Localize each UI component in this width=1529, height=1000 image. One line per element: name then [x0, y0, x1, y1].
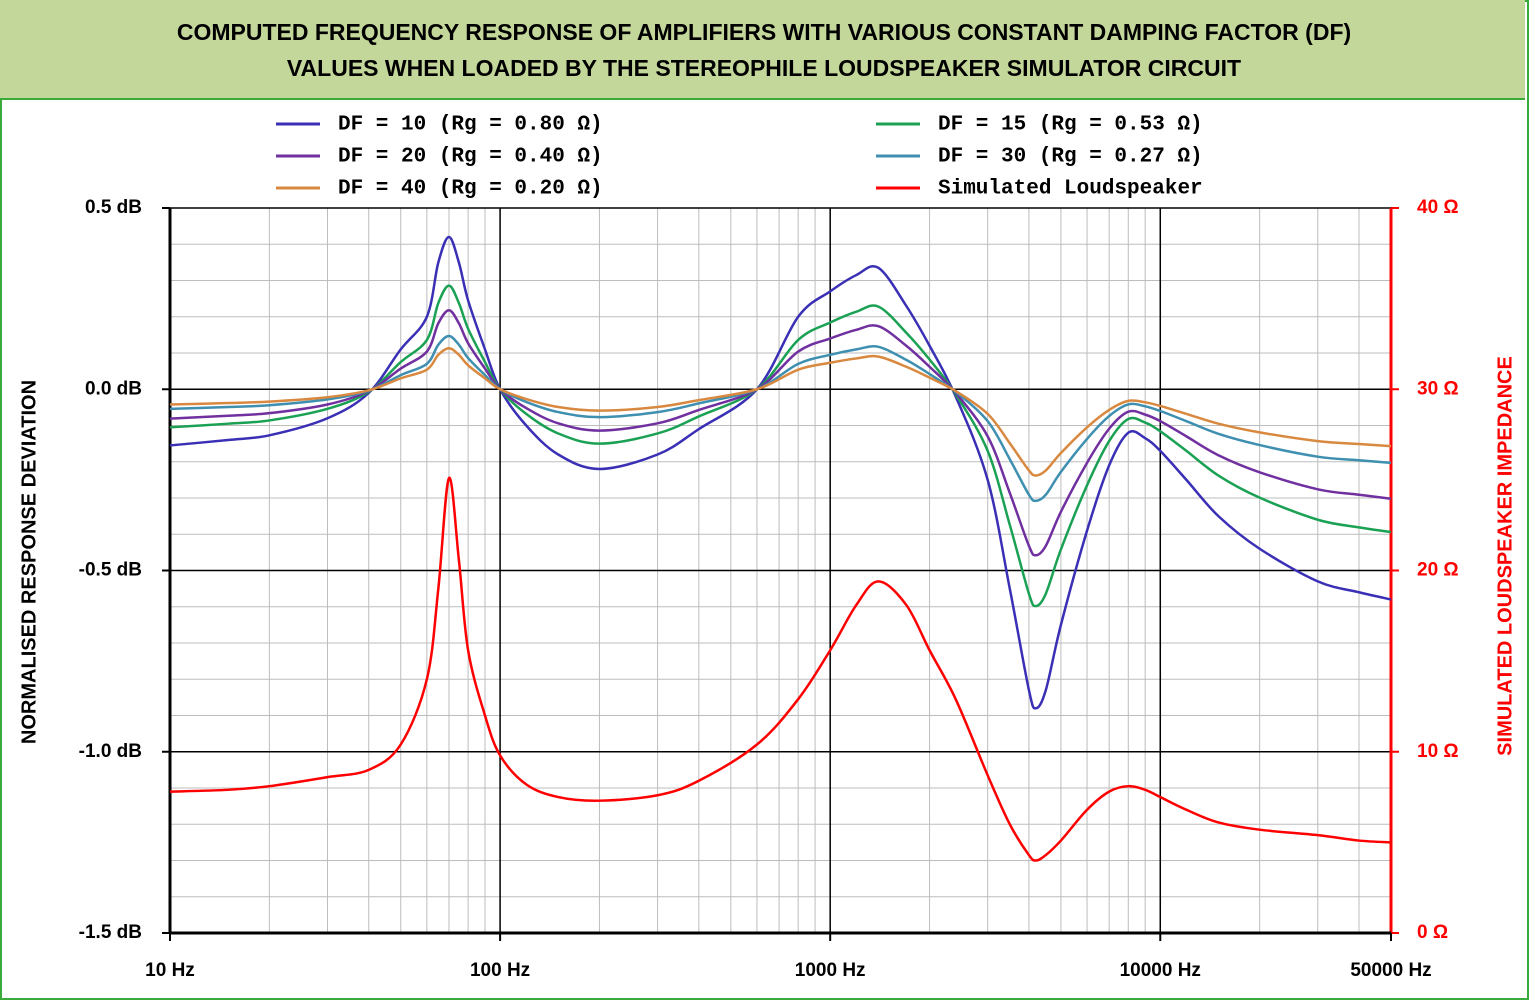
legend-label: DF = 10 (Rg = 0.80 Ω) — [338, 114, 603, 137]
legend-label: Simulated Loudspeaker — [938, 178, 1203, 201]
header — [0, 0, 1525, 100]
y2-tick-label: 0 Ω — [1417, 922, 1448, 943]
y2-tick-label: 20 Ω — [1417, 560, 1459, 581]
x-tick-label: 1000 Hz — [795, 960, 866, 981]
legend-label: DF = 40 (Rg = 0.20 Ω) — [338, 178, 603, 201]
line-series — [169, 308, 1392, 557]
y-tick-label: 0.0 dB — [85, 378, 142, 399]
legend-label: DF = 20 (Rg = 0.40 Ω) — [338, 146, 603, 169]
line-series — [169, 476, 1392, 862]
y2-tick-label: 30 Ω — [1417, 378, 1459, 399]
chart-title: VALUES WHEN LOADED BY THE STEREOPHILE LO… — [287, 55, 1241, 81]
line-series — [169, 235, 1392, 710]
line-series — [169, 347, 1392, 477]
y-tick-label: -0.5 dB — [79, 560, 142, 581]
legend-label: DF = 15 (Rg = 0.53 Ω) — [938, 114, 1203, 137]
line-series — [169, 334, 1392, 503]
y2-tick-label: 40 Ω — [1417, 197, 1459, 218]
x-tick-label: 10000 Hz — [1120, 960, 1201, 981]
x-tick-label: 50000 Hz — [1350, 960, 1431, 981]
y-axis-label: NORMALISED RESPONSE DEVIATION — [18, 380, 40, 744]
y-tick-label: -1.0 dB — [79, 741, 142, 762]
x-tick-label: 10 Hz — [145, 960, 195, 981]
legend-label: DF = 30 (Rg = 0.27 Ω) — [938, 146, 1203, 169]
chart-title: COMPUTED FREQUENCY RESPONSE OF AMPLIFIER… — [177, 19, 1351, 45]
y-tick-label: -1.5 dB — [79, 922, 142, 943]
y-tick-label: 0.5 dB — [85, 197, 142, 218]
x-tick-label: 100 Hz — [470, 960, 530, 981]
y2-tick-label: 10 Ω — [1417, 741, 1459, 762]
y2-axis-label: SIMULATED LOUDSPEAKER IMPEDANCE — [1494, 356, 1516, 756]
line-series — [169, 284, 1392, 608]
